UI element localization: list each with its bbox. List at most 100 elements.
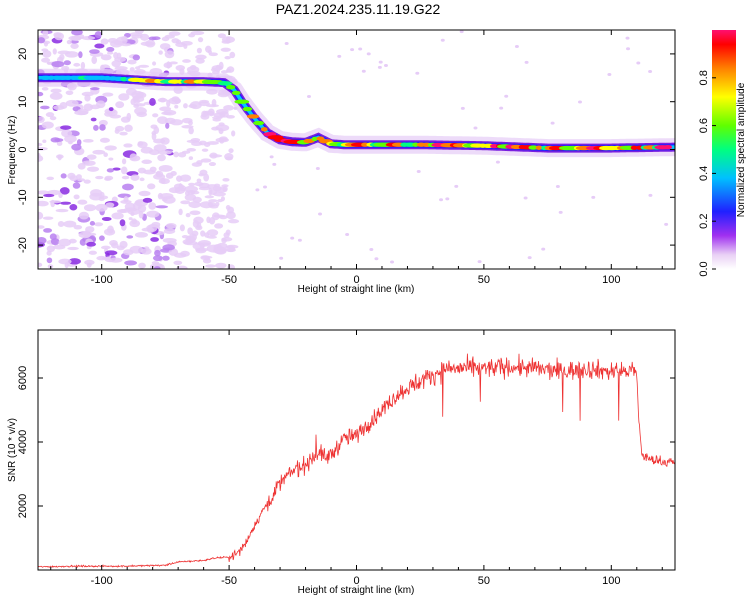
noise-blob: [220, 70, 229, 74]
ridge-blob: [225, 85, 236, 90]
noise-blob: [180, 40, 193, 46]
noise-blob: [188, 120, 193, 126]
noise-blob: [57, 154, 62, 161]
noise-blob: [185, 212, 191, 218]
noise-blob: [65, 99, 79, 107]
noise-blob: [218, 122, 225, 127]
noise-blob: [60, 125, 72, 130]
noise-blob: [58, 258, 72, 265]
noise-blob: [200, 230, 206, 237]
noise-dot: [523, 196, 528, 200]
noise-blob: [157, 150, 172, 155]
y-tick-label: -10: [17, 189, 29, 205]
y-tick-label: 20: [17, 48, 29, 60]
noise-blob: [99, 124, 106, 131]
noise-blob: [158, 50, 163, 55]
noise-blob: [188, 33, 196, 38]
noise-blob: [89, 87, 100, 91]
noise-blob: [204, 232, 210, 238]
noise-blob: [209, 154, 223, 158]
noise-blob: [196, 178, 202, 183]
noise-blob: [38, 225, 45, 229]
noise-blob: [83, 103, 94, 111]
noise-blob: [128, 217, 133, 221]
noise-blob: [113, 51, 119, 59]
noise-blob: [208, 187, 213, 196]
noise-blob: [60, 173, 67, 179]
colorbar-tick-label: 0.2: [698, 214, 710, 229]
noise-blob: [193, 216, 204, 224]
noise-blob: [199, 243, 205, 251]
noise-blob: [158, 178, 170, 185]
noise-blob: [164, 34, 175, 39]
noise-blob: [187, 227, 193, 235]
noise-blob: [150, 237, 159, 242]
noise-dot: [439, 198, 444, 202]
noise-blob: [220, 47, 231, 52]
noise-blob: [100, 245, 111, 250]
noise-blob: [179, 174, 192, 182]
noise-blob: [108, 107, 114, 112]
noise-blob: [137, 141, 144, 146]
snr-panel: -100 -50 0 50 100 2000 4000 6000 Height of stra…: [7, 329, 676, 596]
noise-blob: [171, 96, 180, 103]
noise-dot: [454, 184, 459, 188]
noise-blob: [182, 239, 193, 245]
noise-blob: [129, 153, 138, 161]
noise-blob: [81, 35, 96, 41]
noise-blob: [101, 216, 112, 221]
noise-blob: [174, 104, 179, 109]
noise-blob: [219, 136, 228, 142]
noise-dot: [269, 155, 274, 159]
noise-blob: [74, 110, 89, 116]
noise-blob: [50, 238, 60, 246]
noise-blob: [38, 91, 44, 97]
noise-blob: [153, 138, 166, 144]
noise-blob: [134, 66, 141, 70]
noise-blob: [183, 43, 188, 49]
noise-blob: [41, 86, 49, 91]
noise-blob: [188, 126, 194, 135]
noise-blob: [70, 43, 79, 49]
noise-blob: [198, 186, 211, 191]
noise-dot: [577, 100, 582, 104]
noise-dot: [255, 188, 260, 192]
noise-blob: [181, 125, 194, 129]
noise-blob: [124, 202, 136, 211]
noise-blob: [196, 222, 202, 229]
noise-dot: [527, 256, 532, 260]
noise-blob: [126, 235, 134, 239]
ridge-blob: [253, 120, 265, 126]
frequency-ridge: [38, 68, 675, 158]
noise-blob: [98, 235, 105, 241]
noise-blob: [58, 238, 72, 247]
noise-blob: [87, 166, 100, 172]
noise-blob: [208, 199, 218, 203]
snr-y-axis-title: SNR (10 * v/v): [7, 418, 18, 482]
noise-blob: [100, 54, 112, 61]
ridge-blob: [246, 114, 260, 119]
noise-blob: [225, 156, 233, 161]
noise-dot: [555, 184, 560, 188]
noise-blob: [165, 223, 177, 229]
noise-blob: [68, 258, 81, 265]
noise-blob: [163, 228, 176, 235]
y-tick-label: 2000: [17, 494, 29, 518]
noise-dot: [383, 64, 388, 68]
noise-blob: [95, 175, 104, 180]
ridge-blob: [663, 145, 673, 150]
noise-blob: [132, 54, 141, 61]
noise-blob: [152, 61, 157, 66]
noise-blob: [179, 224, 185, 232]
noise-blob: [138, 190, 151, 197]
noise-blob: [138, 64, 150, 68]
noise-blob: [88, 250, 97, 255]
noise-blob: [215, 64, 221, 73]
noise-blob: [173, 260, 183, 265]
noise-blob: [69, 204, 78, 211]
noise-blob: [225, 204, 231, 210]
noise-blob: [38, 190, 50, 195]
noise-blob: [95, 203, 108, 212]
noise-blob: [212, 118, 222, 122]
